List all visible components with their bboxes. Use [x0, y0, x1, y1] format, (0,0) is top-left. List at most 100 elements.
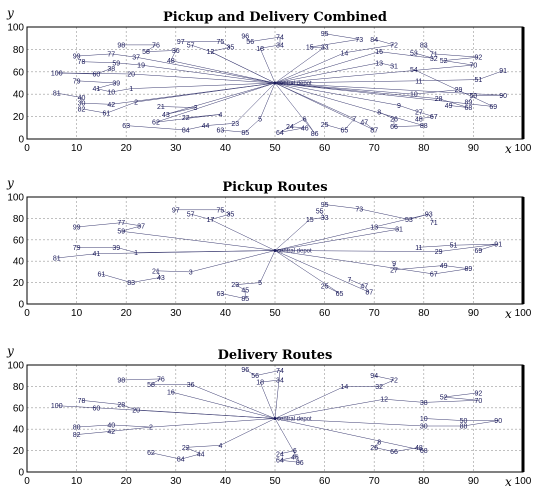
node-label: 61 [102, 111, 110, 118]
chart-title: Pickup and Delivery Combined [163, 10, 387, 25]
node-label: 78 [78, 59, 86, 66]
node-label: 42 [107, 429, 115, 436]
route-line [274, 418, 424, 452]
node-label: 93 [425, 212, 433, 219]
route-line [478, 243, 499, 251]
node-label: 94 [370, 373, 378, 380]
node-label: 69 [489, 104, 497, 111]
y-tick-label: 40 [13, 257, 25, 268]
node-label: 74 [276, 35, 284, 42]
route-line [274, 33, 360, 84]
node-label: 92 [474, 55, 482, 62]
node-label: 98 [117, 377, 125, 384]
route-line [56, 250, 276, 259]
node-label: 83 [127, 280, 135, 287]
node-label: 22 [182, 445, 190, 452]
node-label: 34 [276, 377, 284, 384]
x-tick-label: 20 [121, 476, 133, 487]
node-label: 72 [390, 42, 398, 49]
node-label: 4 [218, 112, 222, 119]
node-label: 47 [360, 120, 368, 127]
node-label: 82 [78, 106, 86, 113]
node-label: 15 [306, 217, 314, 224]
route-line [81, 82, 276, 114]
x-tick-label: 60 [319, 308, 331, 319]
node-label: 33 [321, 215, 329, 222]
y-tick-label: 80 [13, 45, 25, 56]
node-label: 84 [182, 128, 190, 135]
depot-marker [273, 417, 277, 420]
x-tick-label: 70 [369, 308, 381, 319]
route-line [274, 82, 375, 131]
node-label: 75 [217, 39, 225, 46]
node-label: 88 [460, 423, 468, 430]
node-label: 62 [147, 450, 155, 457]
route-line [274, 82, 434, 120]
node-label: 17 [207, 217, 215, 224]
x-tick-label: 60 [319, 143, 331, 154]
node-label: 40 [107, 422, 115, 429]
y-tick-label: 60 [13, 67, 25, 78]
node-label: 41 [93, 251, 101, 258]
node-label: 48 [415, 116, 423, 123]
node-label: 64 [276, 458, 284, 465]
node-label: 59 [117, 229, 125, 236]
route-line [274, 418, 499, 427]
route-line [274, 210, 326, 251]
node-label: 51 [474, 77, 482, 84]
node-label: 49 [445, 103, 453, 110]
node-label: 14 [341, 50, 349, 57]
node-label: 19 [137, 63, 145, 70]
x-tick-label: 90 [468, 476, 480, 487]
node-label: 70 [470, 63, 478, 70]
x-tick-label: 10 [71, 143, 83, 154]
node-label: 22 [182, 115, 190, 122]
y-tick-label: 0 [18, 135, 24, 146]
node-label: 24 [276, 451, 284, 458]
node-label: 31 [395, 227, 403, 234]
y-tick-label: 40 [13, 425, 25, 436]
node-label: 71 [430, 51, 438, 58]
node-label: 85 [241, 296, 249, 303]
node-label: 35 [226, 212, 234, 219]
node-label: 39 [112, 81, 120, 88]
depot-label: central depot [277, 249, 312, 255]
node-label: 51 [450, 243, 458, 250]
x-tick-label: 70 [369, 476, 381, 487]
node-label: 11 [415, 245, 422, 252]
node-label: 1 [134, 250, 138, 257]
node-label: 58 [147, 382, 155, 389]
x-tick-label: 60 [319, 476, 331, 487]
route-line [274, 418, 301, 463]
node-label: 99 [73, 54, 81, 61]
node-label: 32 [375, 384, 383, 391]
node-label: 5 [258, 280, 262, 287]
node-label: 10 [410, 92, 418, 99]
node-label: 58 [142, 49, 150, 56]
node-label: 96 [241, 367, 249, 374]
node-label: 21 [157, 104, 165, 111]
chart-title: Delivery Routes [218, 348, 333, 363]
node-label: 77 [117, 220, 125, 227]
route-line [190, 44, 276, 84]
route-line [170, 391, 276, 419]
node-label: 9 [392, 261, 396, 268]
node-label: 57 [187, 42, 195, 49]
node-label: 56 [251, 373, 259, 380]
y-tick-label: 20 [13, 278, 25, 289]
node-label: 2 [149, 425, 153, 432]
node-label: 47 [360, 283, 368, 290]
node-label: 13 [370, 224, 378, 231]
node-label: 75 [217, 207, 225, 214]
node-label: 45 [241, 288, 249, 295]
node-label: 64 [276, 130, 284, 137]
chart-panel-3: Delivery Routes 0 10 20 30 40 50 60 70 80 90 100 0 20… [6, 344, 532, 489]
route-line [76, 80, 276, 93]
route-line [160, 82, 276, 115]
node-label: 16 [167, 389, 175, 396]
node-label: 86 [296, 460, 304, 467]
y-tick-label: 60 [13, 403, 25, 414]
node-label: 37 [137, 223, 145, 230]
route-line [76, 426, 152, 435]
